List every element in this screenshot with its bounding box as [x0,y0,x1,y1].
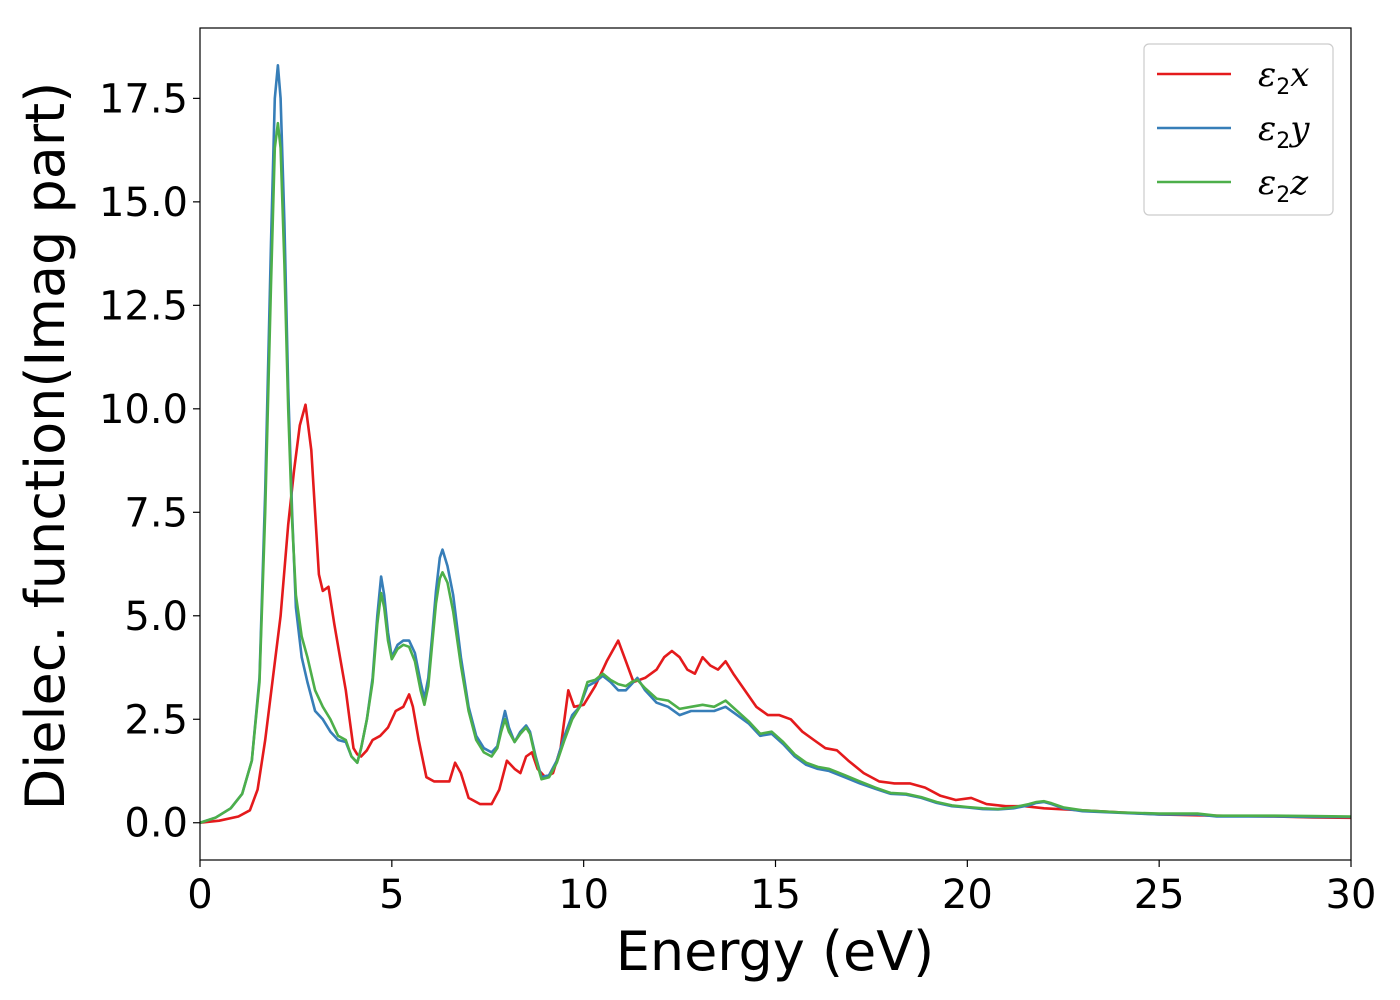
y-tick-label: 10.0 [99,387,188,433]
x-tick-label: 20 [942,872,993,918]
x-axis: 0 5 10 15 20 25 30 [187,860,1376,918]
y-tick-label: 15.0 [99,180,188,226]
legend: ε2x ε2y ε2z [1143,43,1334,216]
series-layer [200,64,1351,824]
legend-box [1143,43,1334,216]
x-tick-label: 30 [1326,872,1377,918]
y-axis: 0.0 2.5 5.0 7.5 10.0 12.5 15.0 17.5 [99,76,200,847]
legend-label: ε2x [1258,55,1309,100]
y-tick-label: 17.5 [99,76,188,122]
series-line-0 [200,403,1351,824]
y-tick-label: 7.5 [124,490,188,536]
y-tick-label: 5.0 [124,594,188,640]
legend-label: ε2z [1258,163,1309,208]
legend-label: ε2y [1258,109,1310,154]
y-tick-label: 0.0 [124,801,188,847]
x-tick-label: 25 [1134,872,1185,918]
x-tick-label: 15 [750,872,801,918]
y-axis-label: Dielec. function(Imag part) [14,82,77,811]
y-tick-label: 2.5 [124,697,188,743]
series-line-2 [200,121,1351,824]
x-tick-label: 0 [187,872,212,918]
x-axis-label: Energy (eV) [616,920,935,983]
x-tick-label: 10 [558,872,609,918]
y-tick-label: 12.5 [99,283,188,329]
x-tick-label: 5 [379,872,404,918]
